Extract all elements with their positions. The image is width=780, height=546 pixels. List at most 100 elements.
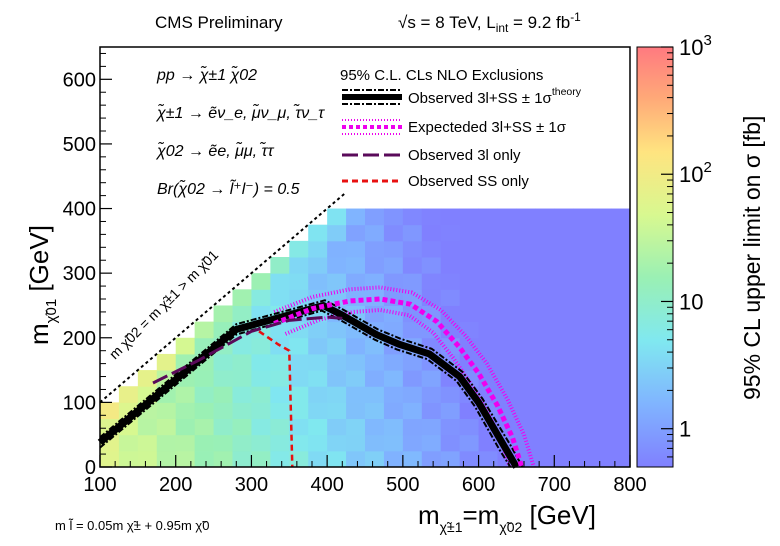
heatmap-cell [421, 450, 442, 468]
heatmap-cell [213, 450, 233, 468]
heatmap-cell [611, 434, 631, 452]
heatmap-cell [270, 289, 290, 306]
heatmap-cell [270, 434, 290, 452]
heatmap-cell [213, 434, 233, 452]
heatmap-cell [497, 370, 517, 387]
heatmap-cell [573, 289, 593, 306]
heatmap-cell [573, 305, 593, 323]
heatmap-cell [402, 321, 423, 339]
heatmap-cell [516, 208, 536, 226]
heatmap-cell [308, 353, 328, 371]
heatmap-cell [232, 386, 252, 403]
heatmap-cell [346, 273, 366, 290]
z-axis: 1 10 102 103 [661, 32, 712, 468]
heatmap-cell [100, 450, 120, 468]
heatmap-cell [289, 240, 309, 258]
heatmap-cell [308, 257, 328, 274]
heatmap-cell [535, 370, 555, 387]
heatmap-cell [289, 257, 309, 274]
heatmap-cell [365, 434, 385, 452]
heatmap-cell [100, 402, 120, 420]
heatmap-cell [554, 273, 574, 290]
observed-ss-only-line [258, 330, 294, 468]
heatmap-cell [346, 257, 366, 274]
heatmap-cell [478, 289, 498, 306]
heatmap-cell [365, 337, 385, 355]
heatmap-cell [383, 305, 404, 323]
heatmap-cell [327, 402, 347, 420]
heatmap-cell [383, 402, 404, 420]
heatmap-cell [402, 208, 423, 226]
heatmap-cell [270, 257, 290, 274]
heatmap-cell [592, 402, 612, 420]
heatmap-cell [327, 353, 347, 371]
process-line-4: Br(χ̃02 → l̃⁺l⁻) = 0.5 [157, 178, 300, 198]
heatmap-cell [611, 402, 631, 420]
heatmap-cell [308, 240, 328, 258]
heatmap-cell [251, 289, 271, 306]
heatmap-cell [289, 353, 309, 371]
heatmap-cell [327, 418, 347, 436]
heatmap-cell [308, 418, 328, 436]
legend-entry-3l: Observed 3l only [342, 147, 521, 164]
heatmap-cell [365, 240, 385, 258]
heatmap-cell [308, 370, 328, 387]
heatmap-cell [270, 450, 290, 468]
heatmap-cell [232, 418, 252, 436]
heatmap-cell [478, 434, 498, 452]
heatmap-cell [554, 402, 574, 420]
heatmap-cell [327, 240, 347, 258]
heatmap-cell [421, 370, 442, 387]
svg-text:Observed SS only: Observed SS only [408, 173, 529, 190]
heatmap-cell [383, 370, 404, 387]
heatmap-cell [554, 321, 574, 339]
heatmap-cell [573, 273, 593, 290]
heatmap-cell [137, 418, 158, 436]
heatmap-cell [383, 257, 404, 274]
header-right: √s = 8 TeV, Lint = 9.2 fb-1 [398, 10, 581, 35]
heatmap-cell [365, 208, 385, 226]
band-observed-upper [99, 299, 524, 468]
heatmap-cell [232, 434, 252, 452]
heatmap-cell [232, 450, 252, 468]
heatmap-cell [516, 305, 536, 323]
heatmap-cell [516, 257, 536, 274]
heatmap-cell [289, 273, 309, 290]
heatmap-cell [232, 370, 252, 387]
heatmap-cell [421, 418, 442, 436]
heatmap-cell [213, 386, 233, 403]
heatmap-cell [573, 353, 593, 371]
heatmap-cell [156, 402, 177, 420]
heatmap-cell [573, 402, 593, 420]
heatmap-cell [592, 305, 612, 323]
observed-3l-ss-line [97, 301, 520, 469]
heatmap-cell [327, 257, 347, 274]
heatmap-cell [402, 450, 423, 468]
process-line-2: χ̃±1 → ẽν_e, μ̃ν_μ, τ̃ν_τ [155, 102, 325, 122]
heatmap-cell [611, 208, 631, 226]
observed-3l-only-line [152, 315, 343, 385]
heatmap-cell [365, 353, 385, 371]
heatmap-cell [365, 257, 385, 274]
y-tick-label: 400 [63, 199, 96, 221]
heatmap-cell [478, 257, 498, 274]
heatmap-cell [308, 337, 328, 355]
heatmap-cell [573, 370, 593, 387]
heatmap-cell [421, 386, 442, 403]
y-axis-label: mχ̃01 [GeV] [24, 225, 60, 345]
x-tick-label: 800 [613, 474, 646, 496]
heatmap-cell [346, 450, 366, 468]
heatmap-cell [497, 273, 517, 290]
heatmap-cell [611, 224, 631, 242]
svg-text:Observed 3l+SS ± 1σtheory: Observed 3l+SS ± 1σtheory [408, 86, 582, 107]
heatmap-cell [611, 337, 631, 355]
heatmap-cell [251, 337, 271, 355]
heatmap-cell [421, 240, 442, 258]
heatmap-cell [327, 337, 347, 355]
heatmap-cell [554, 386, 574, 403]
heatmap-cell [554, 337, 574, 355]
heatmap-cell [402, 305, 423, 323]
heatmap-cell [459, 240, 480, 258]
heatmap-cell [592, 273, 612, 290]
heatmap-cell [383, 273, 404, 290]
